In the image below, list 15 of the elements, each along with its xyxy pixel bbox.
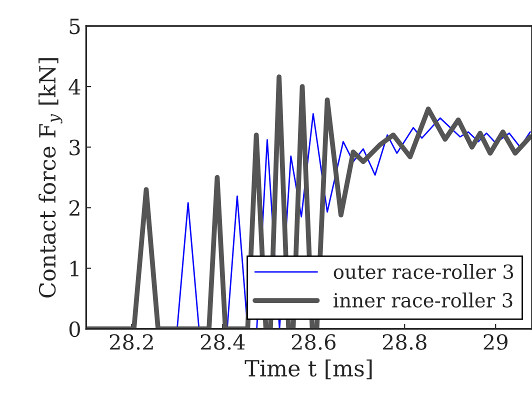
x-tick-label: 28.4 (200, 334, 245, 350)
y-tick-label: 1 (70, 260, 78, 276)
y-axis-title: Contact force F$_{y}$ [kN] (38, 58, 62, 298)
x-tick-label: 29 (484, 334, 508, 350)
y-tick-label: 0 (69, 321, 80, 338)
x-tick-label: 28.8 (382, 334, 426, 350)
y-tick-label: 4 (68, 79, 80, 94)
x-axis-title: Time t [ms] (244, 359, 372, 380)
legend-label: inner race-roller 3 (334, 292, 512, 308)
legend-label: outer race-roller 3 (334, 264, 514, 280)
x-tick-label: 28.2 (110, 334, 153, 350)
y-tick-label: 2 (69, 200, 80, 216)
y-tick-label: 5 (70, 18, 80, 34)
y-tick-label: 3 (70, 140, 80, 156)
x-tick-label: 28.6 (292, 334, 336, 350)
